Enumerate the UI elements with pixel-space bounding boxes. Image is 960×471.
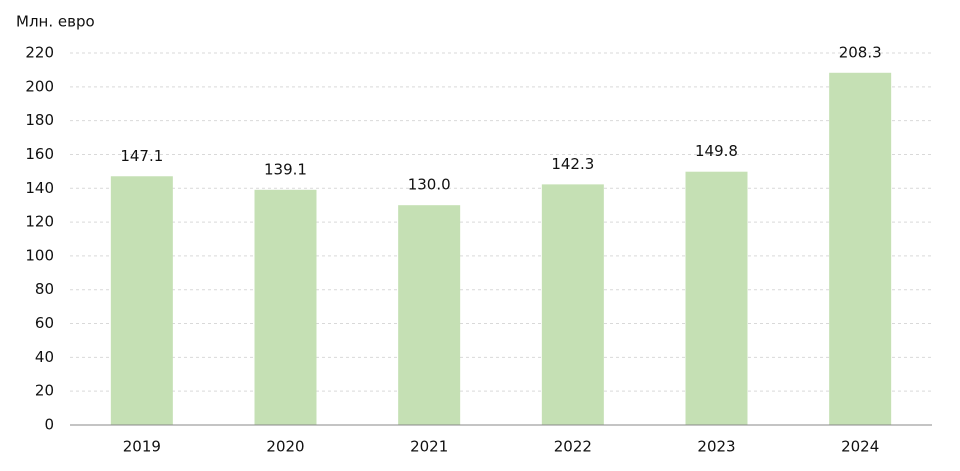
y-tick-label: 20 (35, 382, 54, 400)
value-label: 139.1 (264, 160, 307, 178)
x-tick-label: 2019 (123, 438, 161, 456)
y-tick-label: 120 (25, 213, 54, 231)
value-label: 130.0 (408, 176, 451, 194)
y-tick-label: 160 (25, 145, 54, 163)
x-tick-label: 2022 (554, 438, 592, 456)
bar (254, 189, 317, 425)
y-tick-label: 220 (25, 44, 54, 62)
y-tick-label: 140 (25, 179, 54, 197)
x-tick-label: 2020 (266, 438, 304, 456)
x-tick-label: 2024 (841, 438, 879, 456)
value-label: 149.8 (695, 142, 738, 160)
bar (829, 72, 892, 426)
x-tick-label: 2023 (697, 438, 735, 456)
y-tick-label: 60 (35, 314, 54, 332)
bar (685, 171, 748, 425)
value-label: 142.3 (551, 155, 594, 173)
y-tick-label: 180 (25, 111, 54, 129)
y-tick-label: 100 (25, 246, 54, 264)
y-tick-label: 200 (25, 77, 54, 95)
x-tick-label: 2021 (410, 438, 448, 456)
value-label: 147.1 (120, 147, 163, 165)
value-label: 208.3 (839, 43, 882, 61)
bar (541, 184, 604, 425)
bar (110, 176, 173, 425)
y-tick-label: 40 (35, 348, 54, 366)
y-tick-label: 80 (35, 280, 54, 298)
y-axis-label: Млн. евро (16, 13, 95, 31)
y-tick-label: 0 (44, 416, 54, 434)
bar (398, 205, 461, 425)
